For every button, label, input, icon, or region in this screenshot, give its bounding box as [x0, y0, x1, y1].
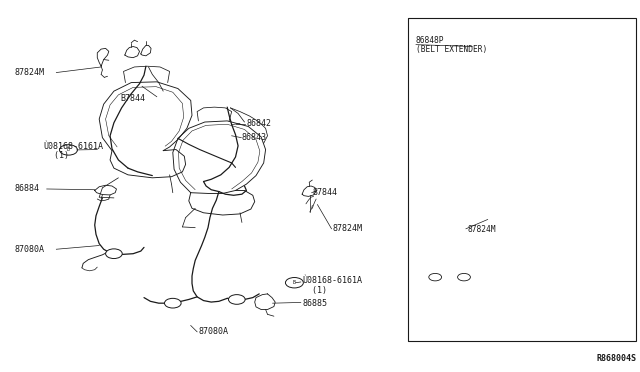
Text: (1): (1) [44, 151, 68, 160]
Circle shape [106, 249, 122, 259]
Circle shape [285, 278, 303, 288]
Text: 86848P: 86848P [416, 36, 445, 45]
Bar [408, 18, 636, 341]
Text: (1): (1) [302, 286, 327, 295]
Text: (BELT EXTENDER): (BELT EXTENDER) [416, 45, 487, 54]
Text: 87824M: 87824M [14, 68, 44, 77]
Text: B: B [293, 280, 296, 285]
Circle shape [429, 273, 442, 281]
Text: 86885: 86885 [302, 299, 327, 308]
Text: 86842: 86842 [246, 119, 271, 128]
Circle shape [458, 273, 470, 281]
Text: Ù08168-6161A: Ù08168-6161A [44, 142, 104, 151]
Text: 86843: 86843 [242, 133, 267, 142]
Circle shape [164, 298, 181, 308]
Text: 87844: 87844 [312, 188, 337, 197]
Circle shape [60, 145, 77, 155]
Text: B: B [67, 147, 70, 153]
Text: 87824M: 87824M [467, 225, 496, 234]
Text: 86884: 86884 [14, 185, 39, 193]
Text: R868004S: R868004S [596, 354, 637, 363]
Text: B7844: B7844 [120, 94, 145, 103]
Circle shape [228, 295, 245, 304]
Text: 87824M: 87824M [333, 224, 363, 233]
Text: 87080A: 87080A [198, 327, 228, 336]
Text: 87080A: 87080A [14, 245, 44, 254]
Text: Ù08168-6161A: Ù08168-6161A [302, 276, 362, 285]
